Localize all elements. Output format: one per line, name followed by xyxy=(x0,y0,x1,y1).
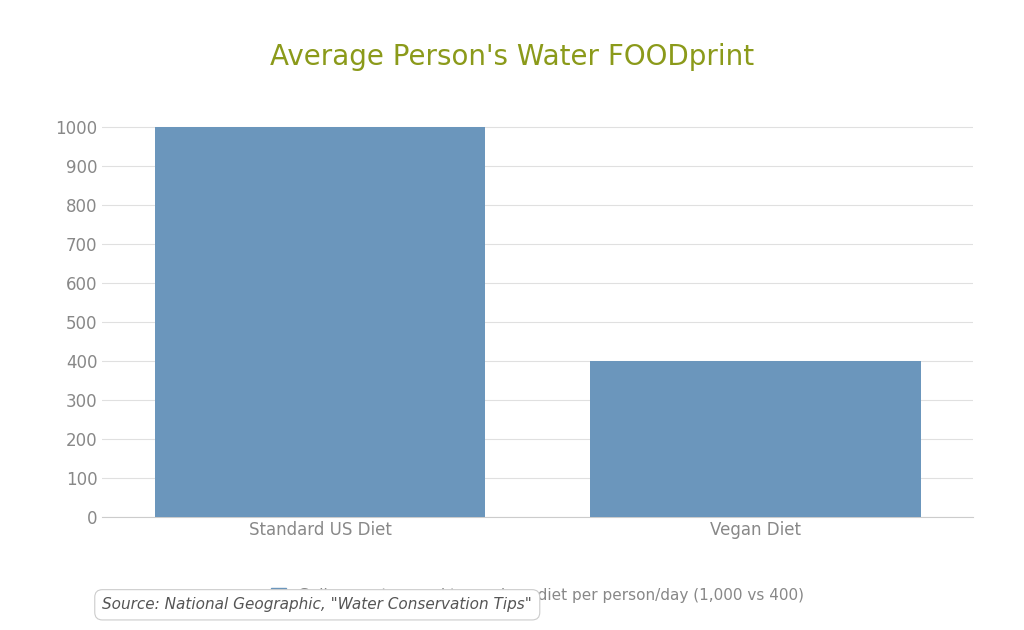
Bar xyxy=(155,127,485,517)
Bar xyxy=(590,360,921,517)
Text: Average Person's Water FOODprint: Average Person's Water FOODprint xyxy=(270,43,754,71)
Text: Source: National Geographic, "Water Conservation Tips": Source: National Geographic, "Water Cons… xyxy=(102,597,532,612)
Legend: Gallons water used to produce diet per person/day (1,000 vs 400): Gallons water used to produce diet per p… xyxy=(265,581,810,609)
